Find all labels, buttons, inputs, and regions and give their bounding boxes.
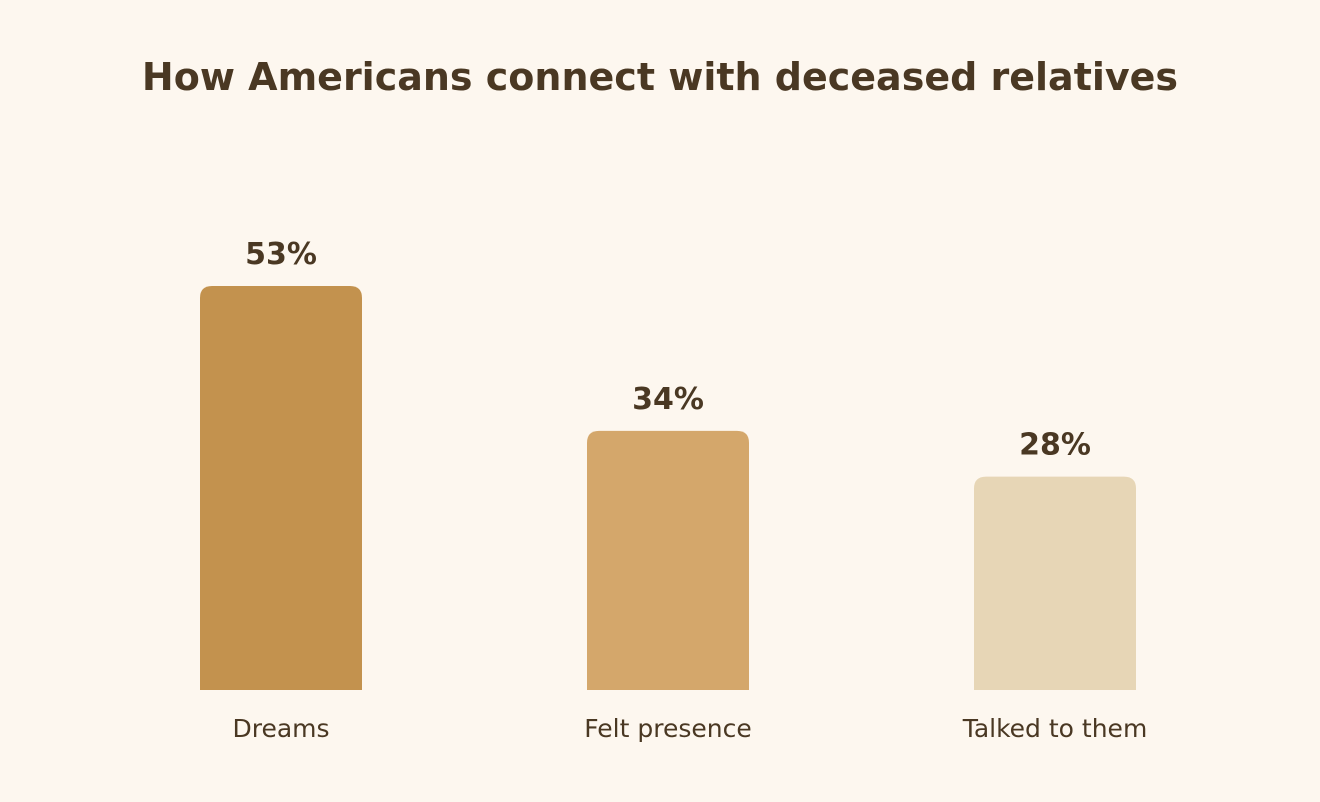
value-label: 28% xyxy=(1019,428,1091,463)
chart-title: How Americans connect with deceased rela… xyxy=(142,55,1178,99)
bars-group: 53% Dreams 34% Felt presence 28% Talked to th… xyxy=(200,237,1147,743)
bar-talked-to-them xyxy=(974,476,1136,690)
value-label: 53% xyxy=(245,237,317,272)
category-label: Talked to them xyxy=(962,714,1148,743)
value-label: 34% xyxy=(632,382,704,417)
bar-felt-presence xyxy=(587,430,749,690)
category-label: Dreams xyxy=(232,714,329,743)
category-label: Felt presence xyxy=(584,714,751,743)
bar-dreams xyxy=(200,286,362,690)
